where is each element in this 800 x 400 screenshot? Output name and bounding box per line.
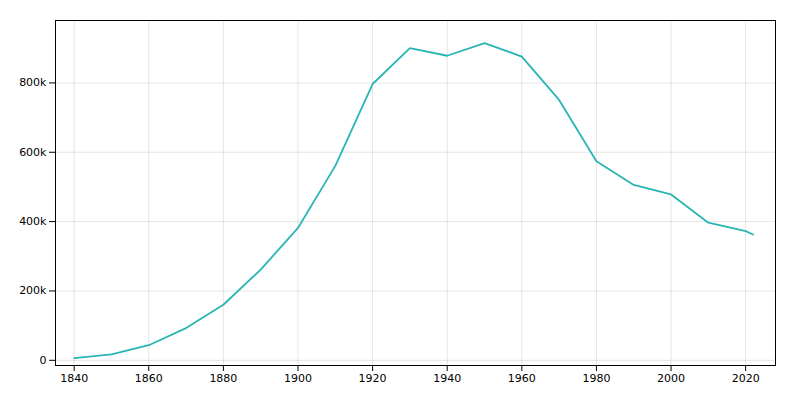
svg-text:1840: 1840 (60, 372, 88, 385)
svg-text:800k: 800k (19, 76, 47, 89)
svg-text:1960: 1960 (508, 372, 536, 385)
svg-text:400k: 400k (19, 215, 47, 228)
svg-text:1900: 1900 (284, 372, 312, 385)
svg-text:600k: 600k (19, 146, 47, 159)
svg-text:200k: 200k (19, 284, 47, 297)
svg-text:1920: 1920 (359, 372, 387, 385)
svg-text:1980: 1980 (582, 372, 610, 385)
svg-text:1860: 1860 (135, 372, 163, 385)
svg-text:0: 0 (40, 354, 47, 367)
svg-text:2000: 2000 (657, 372, 685, 385)
svg-text:1880: 1880 (209, 372, 237, 385)
svg-text:2020: 2020 (732, 372, 760, 385)
svg-text:1940: 1940 (433, 372, 461, 385)
